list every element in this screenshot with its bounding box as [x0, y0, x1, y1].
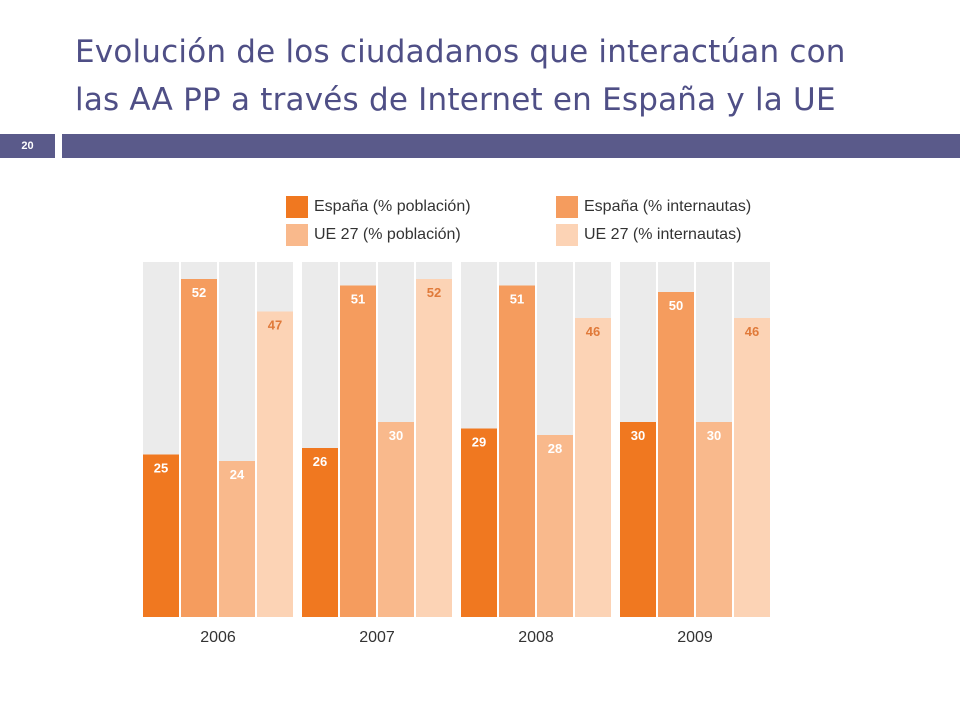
slide-title-line-1: Evolución de los ciudadanos que interact…: [75, 34, 846, 70]
bar: [219, 461, 255, 617]
bar-value-label: 30: [631, 428, 645, 443]
bar: [499, 285, 535, 617]
bar-value-label: 47: [268, 318, 282, 333]
legend-label: UE 27 (% internautas): [584, 226, 742, 243]
legend-item-ue27-poblacion: UE 27 (% población): [286, 224, 461, 246]
legend-item-espana-internautas: España (% internautas): [556, 196, 751, 218]
bar-value-label: 25: [154, 461, 168, 476]
bar: [257, 311, 293, 617]
bar-value-label: 51: [351, 292, 365, 307]
slide-title: Evolución de los ciudadanos que interact…: [75, 28, 935, 124]
chart-legend: España (% población) España (% internaut…: [286, 196, 806, 252]
bar: [461, 428, 497, 617]
legend-item-ue27-internautas: UE 27 (% internautas): [556, 224, 741, 246]
x-tick-label: 2009: [677, 629, 713, 646]
bar: [734, 318, 770, 617]
legend-swatch: [286, 224, 308, 246]
bar-value-label: 28: [548, 441, 562, 456]
bar: [575, 318, 611, 617]
slide-number: 20: [0, 134, 55, 158]
legend-item-espana-poblacion: España (% población): [286, 196, 471, 218]
bar: [181, 279, 217, 617]
bar: [658, 292, 694, 617]
bar: [416, 279, 452, 617]
bar: [143, 454, 179, 617]
legend-label: España (% internautas): [584, 198, 752, 215]
x-tick-label: 2006: [200, 629, 236, 646]
bar-value-label: 24: [230, 467, 245, 482]
bar-value-label: 26: [313, 454, 327, 469]
x-tick-label: 2008: [518, 629, 554, 646]
slide-title-line-2: las AA PP a través de Internet en España…: [75, 82, 836, 118]
bar-value-label: 51: [510, 292, 524, 307]
bar-value-label: 30: [707, 428, 721, 443]
bar: [620, 422, 656, 617]
title-rule-bar: [62, 134, 960, 158]
bar-value-label: 46: [586, 324, 600, 339]
bar-value-label: 52: [427, 285, 441, 300]
legend-label: UE 27 (% población): [314, 226, 461, 243]
legend-swatch: [556, 196, 578, 218]
bar: [340, 285, 376, 617]
bar: [537, 435, 573, 617]
bar-value-label: 29: [472, 435, 486, 450]
bar: [302, 448, 338, 617]
bar: [696, 422, 732, 617]
legend-label: España (% población): [314, 198, 471, 215]
legend-swatch: [556, 224, 578, 246]
legend-swatch: [286, 196, 308, 218]
bar-value-label: 30: [389, 428, 403, 443]
bar-value-label: 52: [192, 285, 206, 300]
bar-value-label: 50: [669, 298, 683, 313]
bar: [378, 422, 414, 617]
bar-value-label: 46: [745, 324, 759, 339]
x-tick-label: 2007: [359, 629, 395, 646]
